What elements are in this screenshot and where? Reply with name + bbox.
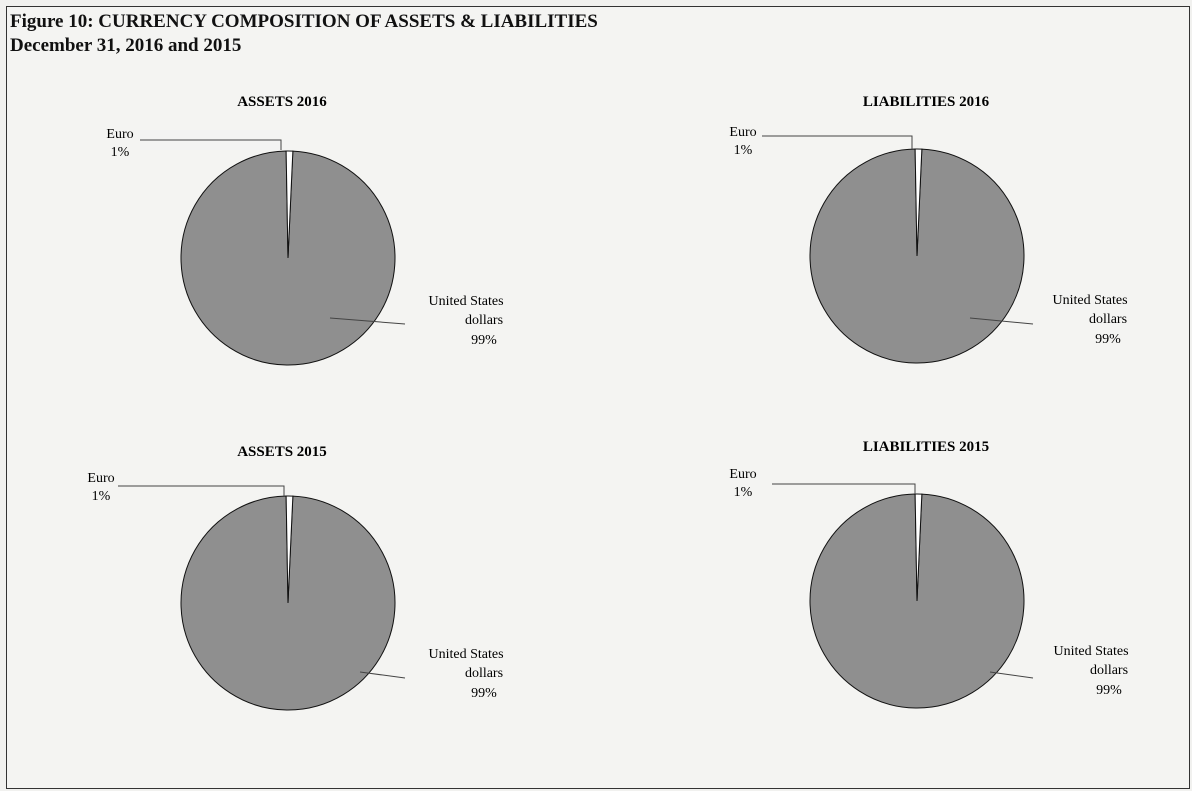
label-euro-value-liabilities-2015: 1%	[734, 485, 753, 500]
figure-title: Figure 10: CURRENCY COMPOSITION OF ASSET…	[10, 10, 598, 58]
chart-title-assets-2016: ASSETS 2016	[237, 94, 327, 110]
label-usd-assets-2015: United States	[428, 647, 503, 662]
label-euro-liabilities-2015: Euro	[729, 467, 756, 482]
figure-title-line2: December 31, 2016 and 2015	[10, 35, 242, 56]
pie-slice-euro-assets-2015	[285, 495, 294, 604]
label-usd-line2-assets-2015: dollars	[465, 666, 503, 681]
label-euro-assets-2016: Euro	[106, 127, 133, 142]
label-euro-value-assets-2015: 1%	[92, 489, 111, 504]
leader-line-euro-assets-2015	[118, 485, 285, 496]
pie-slice-euro-liabilities-2015	[914, 493, 923, 602]
label-usd-value-liabilities-2016: 99%	[1095, 332, 1121, 347]
label-euro-liabilities-2016: Euro	[729, 125, 756, 140]
leader-line-euro-liabilities-2015	[772, 483, 916, 494]
label-usd-line2-liabilities-2015: dollars	[1090, 663, 1128, 678]
label-euro-assets-2015: Euro	[87, 471, 114, 486]
label-usd-value-liabilities-2015: 99%	[1096, 683, 1122, 698]
label-usd-liabilities-2015: United States	[1053, 644, 1128, 659]
chart-title-liabilities-2015: LIABILITIES 2015	[863, 439, 989, 455]
label-usd-value-assets-2015: 99%	[471, 686, 497, 701]
leader-line-euro-liabilities-2016	[762, 135, 913, 149]
label-usd-line2-liabilities-2016: dollars	[1089, 312, 1127, 327]
pie-slice-euro-liabilities-2016	[914, 148, 923, 257]
label-usd-liabilities-2016: United States	[1052, 293, 1127, 308]
leader-line-euro-assets-2016	[140, 139, 282, 150]
label-usd-assets-2016: United States	[428, 294, 503, 309]
leader-line-usd-assets-2016	[329, 317, 406, 325]
figure-title-line1: Figure 10: CURRENCY COMPOSITION OF ASSET…	[10, 11, 598, 32]
leader-line-usd-assets-2015	[359, 671, 406, 679]
pie-slice-euro-assets-2016	[285, 150, 294, 259]
chart-title-assets-2015: ASSETS 2015	[237, 444, 327, 460]
chart-title-liabilities-2016: LIABILITIES 2016	[863, 94, 990, 110]
leader-line-usd-liabilities-2015	[989, 671, 1034, 679]
label-usd-value-assets-2016: 99%	[471, 333, 497, 348]
label-euro-value-liabilities-2016: 1%	[734, 143, 753, 158]
label-euro-value-assets-2016: 1%	[111, 145, 130, 160]
label-usd-line2-assets-2016: dollars	[465, 313, 503, 328]
leader-line-usd-liabilities-2016	[969, 317, 1034, 325]
